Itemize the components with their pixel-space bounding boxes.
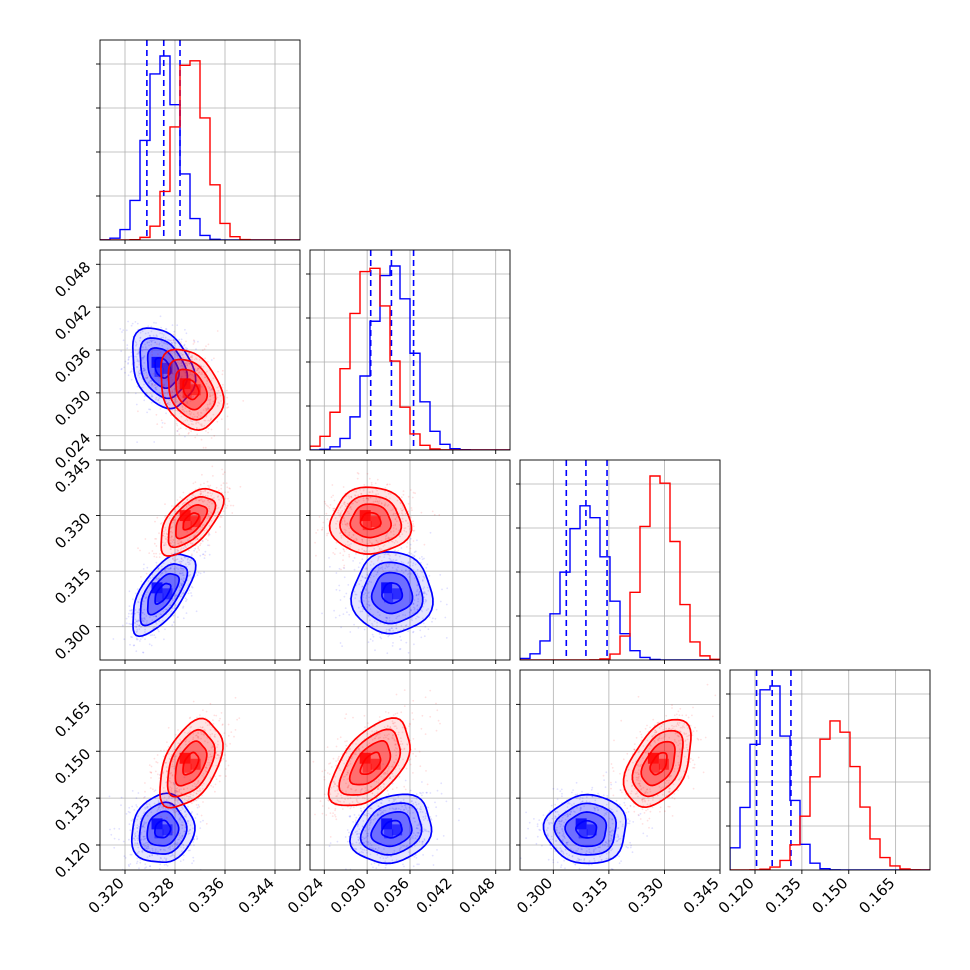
hist-panel-2 [516, 459, 721, 664]
y-tick-label: 0.030 [51, 386, 94, 429]
blue-contour-3-1-0 [380, 819, 403, 839]
hist-panel-1 [306, 249, 511, 454]
scatter-panel-1-0 [96, 249, 301, 454]
y-tick-label: 0.165 [51, 698, 94, 741]
red-contour-3-0-2 [166, 728, 216, 798]
blue-hist-0 [100, 55, 300, 240]
red-hist-3 [730, 720, 930, 870]
red-contour-3-2-1 [640, 740, 676, 787]
x-tick-label: 0.135 [762, 874, 805, 917]
red-contour-2-1-0 [359, 511, 382, 531]
y-tick-label: 0.300 [51, 620, 94, 663]
blue-contour-2-1-2 [360, 561, 424, 625]
red-contour-3-0-0 [182, 751, 200, 776]
blue-contour-1-0-3 [131, 327, 197, 410]
red-contour-1-0-0 [182, 378, 200, 401]
red-contour-3-2-0 [649, 751, 668, 776]
red-contour-3-1-0 [359, 751, 382, 776]
x-tick-label: 0.330 [624, 874, 667, 917]
scatter-panel-3-0 [96, 669, 301, 874]
y-tick-label: 0.150 [51, 745, 94, 788]
red-contour-1-0-1 [174, 368, 209, 411]
x-tick-label: 0.042 [413, 874, 456, 917]
blue-contour-2-1-1 [370, 571, 414, 615]
red-contour-2-0-3 [160, 487, 225, 557]
red-contour-2-1-2 [339, 494, 403, 547]
red-contour-1-0-2 [167, 358, 217, 421]
red-contour-2-1-1 [349, 503, 392, 539]
x-tick-label: 0.300 [513, 874, 556, 917]
y-tick-label: 0.048 [51, 258, 94, 301]
red-contour-1-0-3 [160, 348, 225, 431]
red-contour-3-0-3 [159, 717, 224, 809]
blue-contour-3-1-1 [370, 811, 413, 848]
hist-panel-0 [96, 39, 301, 244]
y-tick-label: 0.042 [51, 301, 94, 344]
blue-contour-1-0-2 [139, 337, 189, 400]
blue-contour-3-0-1 [146, 810, 180, 847]
x-tick-label: 0.345 [680, 874, 723, 917]
blue-contour-2-0-1 [146, 572, 181, 616]
x-tick-label: 0.030 [327, 874, 370, 917]
x-tick-label: 0.328 [135, 874, 178, 917]
y-tick-label: 0.330 [51, 509, 94, 552]
red-contour-2-0-0 [182, 512, 200, 531]
y-tick-label: 0.036 [51, 344, 94, 387]
x-tick-label: 0.344 [235, 874, 278, 917]
red-samples-2-0 [137, 465, 242, 578]
scatter-panel-3-2 [516, 669, 721, 874]
blue-contour-3-2-3 [542, 793, 627, 865]
blue-contour-2-1-3 [350, 551, 434, 635]
red-contour-2-0-1 [175, 504, 209, 540]
blue-contour-3-0-3 [130, 792, 196, 864]
red-contour-3-2-3 [622, 718, 692, 809]
y-tick-label: 0.135 [51, 792, 94, 835]
blue-contour-3-2-0 [575, 819, 598, 839]
y-tick-label: 0.315 [51, 565, 94, 608]
x-tick-label: 0.048 [455, 874, 498, 917]
scatter-panel-2-0 [96, 459, 301, 664]
blue-contour-3-0-2 [138, 801, 188, 855]
blue-contour-1-0-0 [154, 357, 172, 379]
x-tick-label: 0.036 [370, 874, 413, 917]
scatter-panel-2-1 [306, 459, 511, 664]
x-tick-label: 0.024 [284, 874, 327, 917]
y-tick-label: 0.120 [51, 839, 94, 882]
red-contour-3-0-1 [174, 740, 208, 787]
x-tick-label: 0.165 [855, 874, 898, 917]
blue-contour-1-0-1 [146, 347, 180, 390]
x-tick-label: 0.150 [808, 874, 851, 917]
hist-panel-3 [726, 669, 931, 874]
blue-contour-2-1-0 [381, 582, 404, 605]
red-contour-3-1-2 [338, 728, 402, 796]
red-contour-2-0-2 [167, 495, 217, 549]
red-contour-2-1-3 [328, 486, 413, 555]
blue-contour-2-0-2 [139, 563, 189, 627]
red-contour-3-2-2 [631, 729, 684, 798]
red-contour-3-1-1 [348, 740, 392, 786]
blue-contour-3-0-0 [153, 819, 172, 839]
x-tick-label: 0.120 [715, 874, 758, 917]
blue-contour-2-0-0 [154, 582, 172, 605]
blue-contour-3-1-2 [359, 802, 423, 856]
x-tick-label: 0.336 [185, 874, 228, 917]
scatter-panel-3-1 [306, 669, 511, 874]
x-tick-label: 0.315 [569, 874, 612, 917]
blue-contour-3-2-1 [564, 811, 608, 848]
red-contour-3-1-3 [327, 717, 411, 807]
x-tick-label: 0.320 [85, 874, 128, 917]
blue-contour-3-2-2 [553, 802, 617, 856]
blue-contour-3-1-3 [349, 793, 433, 865]
